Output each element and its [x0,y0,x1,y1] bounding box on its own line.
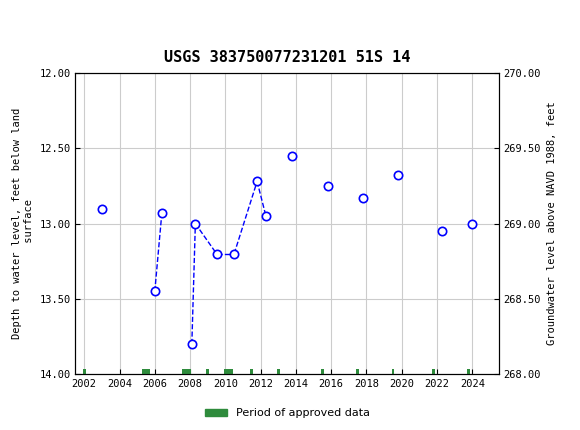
Bar [432,369,435,379]
Bar [182,369,191,379]
Bar [321,369,324,379]
Bar [83,369,85,379]
Bar [142,369,150,379]
Bar [251,369,253,379]
Bar [392,369,394,379]
Bar [206,369,209,379]
Legend: Period of approved data: Period of approved data [200,404,374,423]
Title: USGS 383750077231201 51S 14: USGS 383750077231201 51S 14 [164,50,410,65]
Bar [467,369,470,379]
Y-axis label: Depth to water level, feet below land
 surface: Depth to water level, feet below land su… [12,108,34,339]
Bar [277,369,280,379]
Text: ≡USGS: ≡USGS [12,17,82,35]
Bar [356,369,359,379]
Y-axis label: Groundwater level above NAVD 1988, feet: Groundwater level above NAVD 1988, feet [547,102,557,345]
Bar [224,369,233,379]
